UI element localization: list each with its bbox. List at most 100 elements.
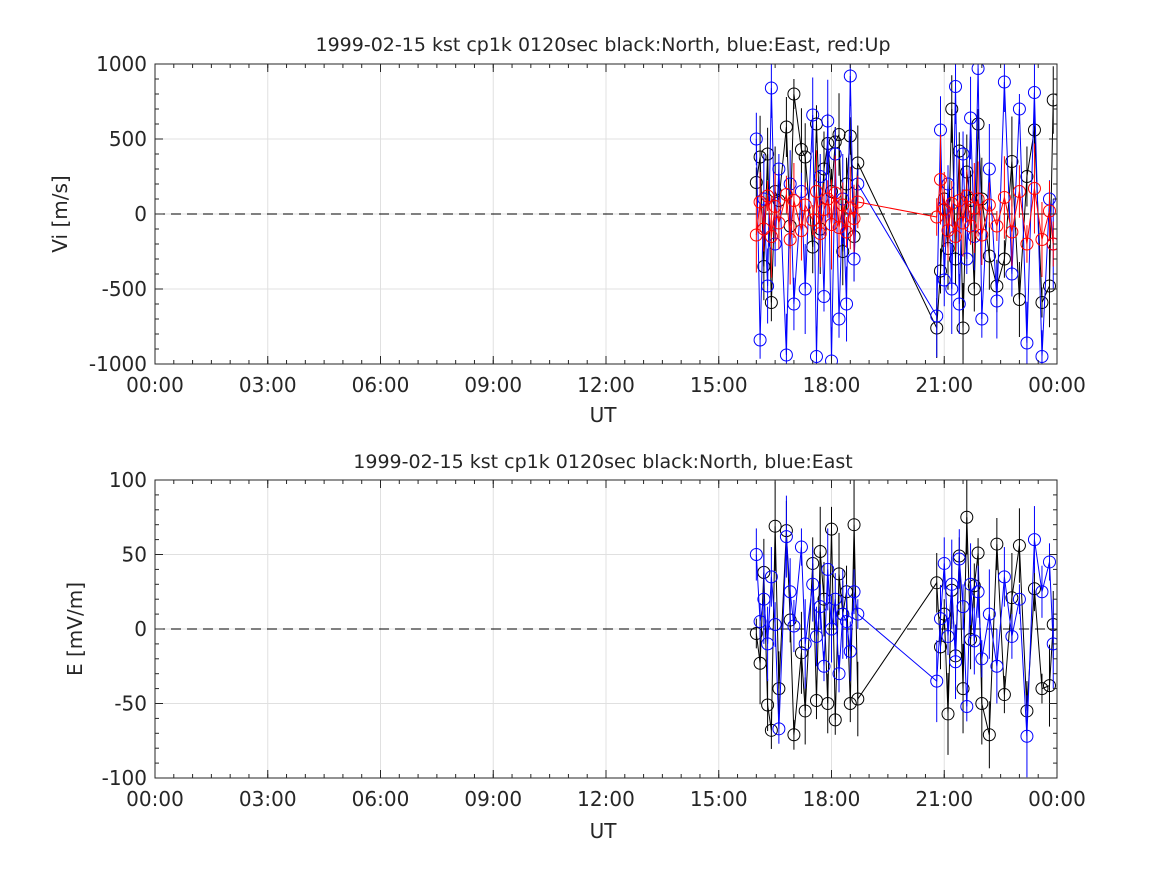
field-east-point	[749, 548, 763, 561]
velocity-east-point	[847, 252, 861, 266]
velocity-east-point	[964, 111, 978, 125]
field-y-axis-label: E [mV/m]	[63, 582, 87, 676]
field-east-point	[971, 585, 985, 599]
velocity-east-point	[975, 312, 989, 326]
velocity-up-point	[975, 228, 989, 242]
field-north-point	[768, 519, 782, 533]
field-east-point	[757, 592, 771, 606]
velocity-up-point	[997, 191, 1011, 204]
field-east-point	[960, 699, 974, 713]
velocity-east-point	[817, 290, 831, 303]
velocity-series	[749, 64, 1057, 364]
velocity-east-point	[753, 333, 767, 347]
field-x-tick-label: 06:00	[352, 787, 410, 811]
field-east-point	[768, 618, 782, 632]
velocity-up-point	[809, 185, 823, 198]
velocity-up-point	[964, 219, 978, 233]
velocity-x-tick-label: 00:00	[126, 373, 184, 397]
field-x-tick-label: 09:00	[464, 787, 522, 811]
velocity-east-point	[772, 162, 786, 176]
velocity-x-tick-label: 06:00	[352, 373, 410, 397]
field-north-point	[975, 697, 989, 710]
velocity-up-point	[967, 201, 981, 215]
velocity-up-point	[847, 212, 861, 225]
velocity-north-point	[836, 245, 850, 258]
velocity-x-tick-label: 00:00	[1028, 373, 1086, 397]
field-east-point	[836, 607, 850, 621]
velocity-north-point	[749, 176, 763, 189]
velocity-north-point	[949, 252, 963, 266]
velocity-data-layer	[749, 64, 1057, 364]
velocity-up-point	[933, 173, 947, 186]
field-x-tick-label: 18:00	[803, 787, 861, 811]
velocity-series-east	[749, 64, 1057, 364]
field-north-point	[1005, 591, 1019, 605]
field-north-point	[832, 567, 846, 581]
field-north-point	[813, 545, 827, 559]
field-north-point	[982, 728, 996, 742]
field-east-point	[843, 644, 857, 658]
velocity-up-point	[798, 198, 812, 212]
velocity-ticks	[154, 63, 1058, 365]
velocity-up-point	[949, 230, 963, 243]
velocity-east-point	[809, 350, 823, 363]
velocity-north-point	[1020, 170, 1034, 183]
field-x-axis-label: UT	[590, 819, 618, 843]
velocity-x-tick-label: 09:00	[464, 373, 522, 397]
velocity-up-point	[1020, 237, 1034, 251]
velocity-up-point	[757, 222, 771, 236]
velocity-north-point	[787, 87, 801, 101]
velocity-east-point	[1027, 86, 1041, 99]
velocity-up-point	[952, 194, 966, 207]
field-east-point	[956, 600, 970, 614]
velocity-x-tick-label: 15:00	[690, 373, 748, 397]
field-y-tick-labels: -100 -50 0 50 100	[102, 468, 147, 790]
velocity-up-point	[930, 210, 944, 224]
field-north-point	[761, 698, 775, 712]
velocity-x-axis-label: UT	[590, 403, 618, 427]
velocity-east-point	[764, 81, 778, 95]
field-north-point	[798, 704, 812, 718]
velocity-east-point	[794, 185, 808, 198]
velocity-north-point	[764, 296, 778, 309]
field-east-point	[847, 585, 861, 599]
field-east-point	[813, 600, 827, 614]
velocity-up-point	[794, 224, 808, 237]
velocity-north-point	[757, 260, 771, 273]
field-east-point	[832, 667, 846, 681]
velocity-east-point	[821, 114, 835, 128]
field-north-point	[997, 688, 1011, 702]
velocity-up-point	[1005, 225, 1019, 239]
velocity-up-point	[836, 198, 850, 212]
velocity-east-point	[806, 108, 820, 122]
field-x-tick-labels: 00:00 03:00 06:00 09:00 12:00 15:00 18:00 21:00…	[126, 787, 1086, 811]
velocity-east-point	[813, 170, 827, 183]
velocity-east-point	[1005, 267, 1019, 281]
field-east-point	[945, 577, 959, 591]
velocity-up-point	[851, 195, 865, 209]
velocity-north-point	[1042, 279, 1056, 293]
field-east-point	[952, 552, 966, 566]
field-east-point	[937, 556, 951, 570]
field-north-point	[749, 626, 763, 640]
velocity-up-point	[806, 213, 820, 227]
velocity-north-point	[933, 264, 947, 278]
velocity-east-point	[840, 297, 854, 311]
velocity-up-point	[772, 216, 786, 230]
velocity-up-point	[787, 194, 801, 207]
velocity-north-point	[832, 128, 846, 141]
field-x-tick-label: 00:00	[1028, 787, 1086, 811]
field-y-tick-label: 0	[134, 617, 147, 641]
velocity-y-tick-labels: -1000 -500 0 500 1000	[89, 52, 147, 376]
velocity-x-tick-label: 03:00	[239, 373, 297, 397]
velocity-east-point	[1012, 102, 1026, 116]
field-north-point	[843, 697, 857, 710]
field-series	[749, 480, 1057, 778]
velocity-north-point	[779, 120, 793, 134]
field-data-layer	[749, 480, 1057, 778]
field-north-point	[990, 537, 1004, 551]
velocity-up-point	[761, 189, 775, 203]
field-east-point	[1042, 555, 1056, 569]
velocity-north-point	[761, 147, 775, 161]
velocity-east-point	[990, 294, 1004, 308]
